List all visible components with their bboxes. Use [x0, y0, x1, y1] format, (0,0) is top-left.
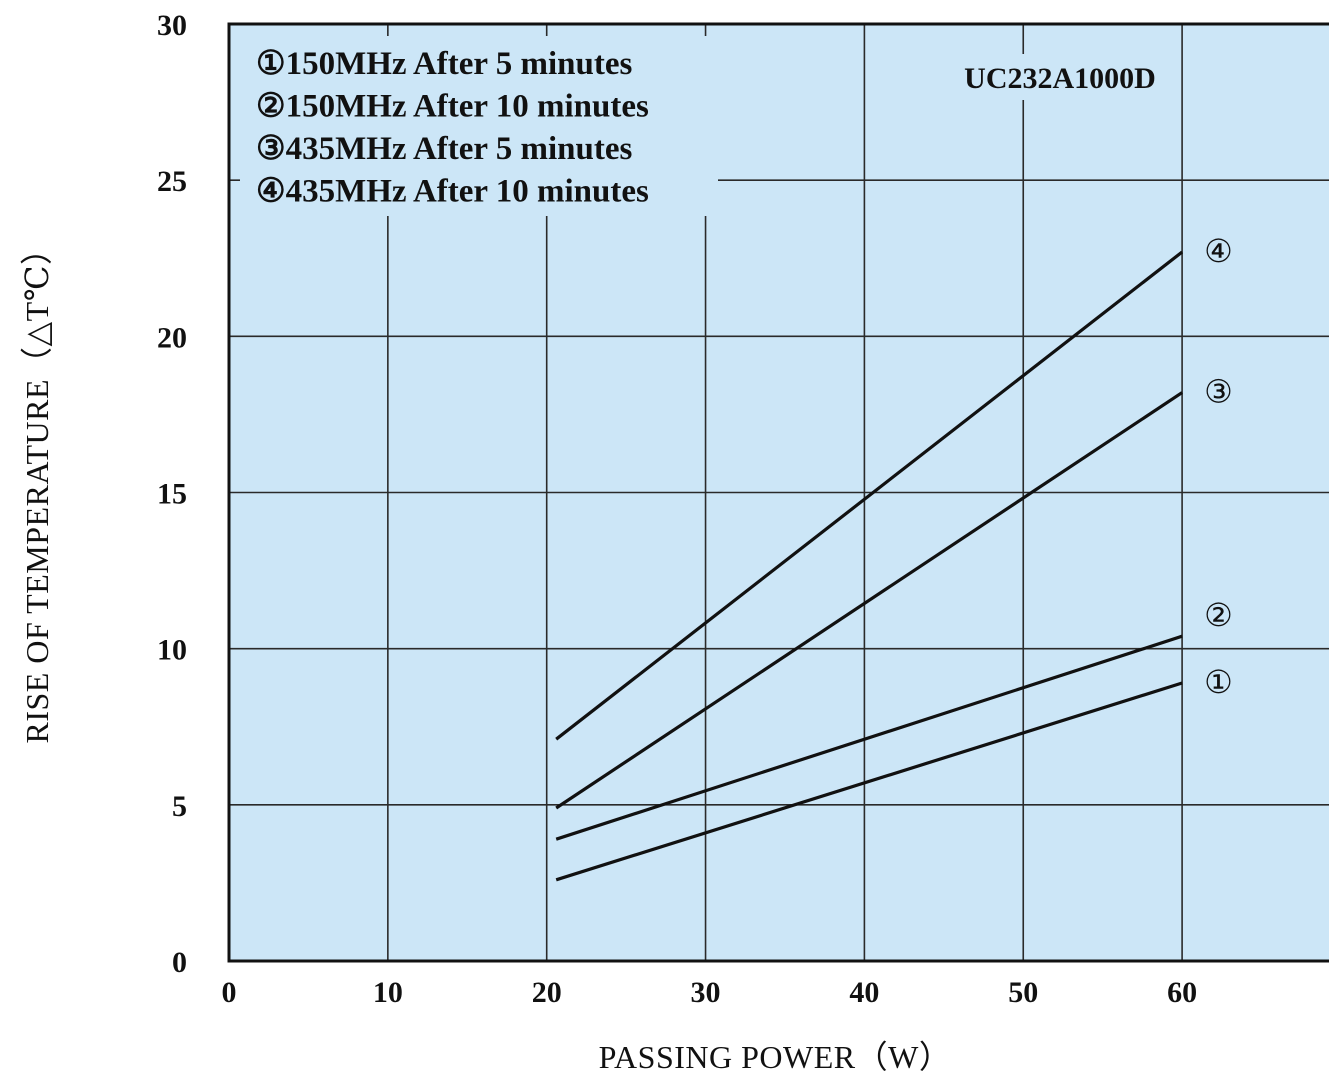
- x-tick-label: 30: [691, 976, 721, 1009]
- series-marker-label-4: ④: [1204, 232, 1233, 270]
- series-line-3: [555, 391, 1183, 810]
- series-markers: ① ② ③ ④: [1204, 232, 1233, 701]
- legend-entry-3: ③435MHz After 5 minutes: [256, 131, 632, 167]
- x-tick-label: 20: [532, 976, 562, 1009]
- y-tick-label: 25: [157, 165, 187, 198]
- y-axis-label: RISE OF TEMPERATURE（△T℃）: [19, 233, 55, 744]
- x-tick-label: 50: [1008, 976, 1038, 1009]
- x-tick-labels: 0 10 20 30 40 50 60: [222, 976, 1198, 1009]
- x-tick-label: 40: [849, 976, 879, 1009]
- y-tick-label: 20: [157, 321, 187, 354]
- series-line-2: [555, 634, 1183, 841]
- legend-entry-2: ②150MHz After 10 minutes: [256, 89, 649, 125]
- y-tick-label: 15: [157, 478, 187, 511]
- y-tick-labels: 0 5 10 15 20 25 30: [157, 9, 187, 979]
- plot-frame: [227, 22, 1329, 963]
- series-lines: [555, 250, 1184, 882]
- legend-entry-1: ①150MHz After 5 minutes: [256, 46, 632, 82]
- series-marker-label-2: ②: [1204, 596, 1233, 634]
- y-tick-label: 10: [157, 634, 187, 667]
- x-tick-label: 0: [222, 976, 237, 1009]
- series-line-1: [555, 681, 1183, 882]
- model-label: UC232A1000D: [964, 62, 1156, 95]
- x-tick-label: 10: [373, 976, 403, 1009]
- legend-box: [240, 36, 718, 216]
- series-marker-label-3: ③: [1204, 373, 1233, 411]
- x-tick-label: 60: [1167, 976, 1197, 1009]
- series-line-4: [555, 250, 1184, 741]
- legend-entry-4: ④435MHz After 10 minutes: [256, 174, 649, 210]
- series-marker-label-1: ①: [1204, 663, 1233, 701]
- y-tick-label: 5: [172, 790, 187, 823]
- y-tick-label: 30: [157, 9, 187, 42]
- y-tick-label: 0: [172, 946, 187, 979]
- legend: ①150MHz After 5 minutes ②150MHz After 10 …: [256, 46, 649, 210]
- model-label-box: [940, 54, 1180, 100]
- x-axis-label: PASSING POWER（W）: [599, 1039, 952, 1075]
